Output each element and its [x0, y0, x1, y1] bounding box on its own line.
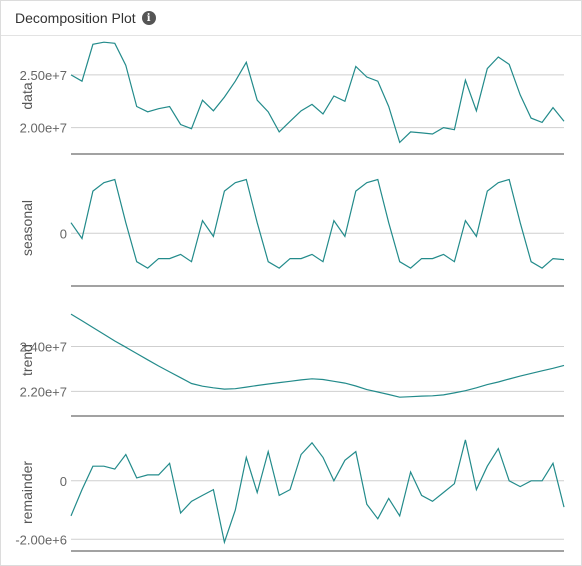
trend-axis-label: trend — [19, 344, 35, 376]
panel-title: Decomposition Plot — [15, 10, 136, 26]
seasonal-tick-label-0: 0 — [60, 226, 67, 241]
trend-series-line — [71, 314, 564, 397]
remainder-series-line — [71, 440, 564, 542]
data-tick-label-1: 2.50e+7 — [20, 68, 67, 83]
seasonal-axis-label: seasonal — [19, 200, 35, 256]
seasonal-series-line — [71, 180, 564, 269]
trend-tick-label-0: 2.20e+7 — [20, 384, 67, 399]
panel-header: Decomposition Plot i — [1, 1, 581, 36]
remainder-tick-label-0: 0 — [60, 474, 67, 489]
data-axis-label: data — [19, 82, 35, 109]
remainder-tick-label-1: -2.00e+6 — [15, 532, 67, 547]
data-tick-label-0: 2.00e+7 — [20, 121, 67, 136]
remainder-axis-label: remainder — [19, 461, 35, 524]
decomposition-chart: 2.00e+72.50e+7data0seasonal2.20e+72.40e+… — [1, 36, 581, 564]
info-icon[interactable]: i — [142, 11, 156, 25]
